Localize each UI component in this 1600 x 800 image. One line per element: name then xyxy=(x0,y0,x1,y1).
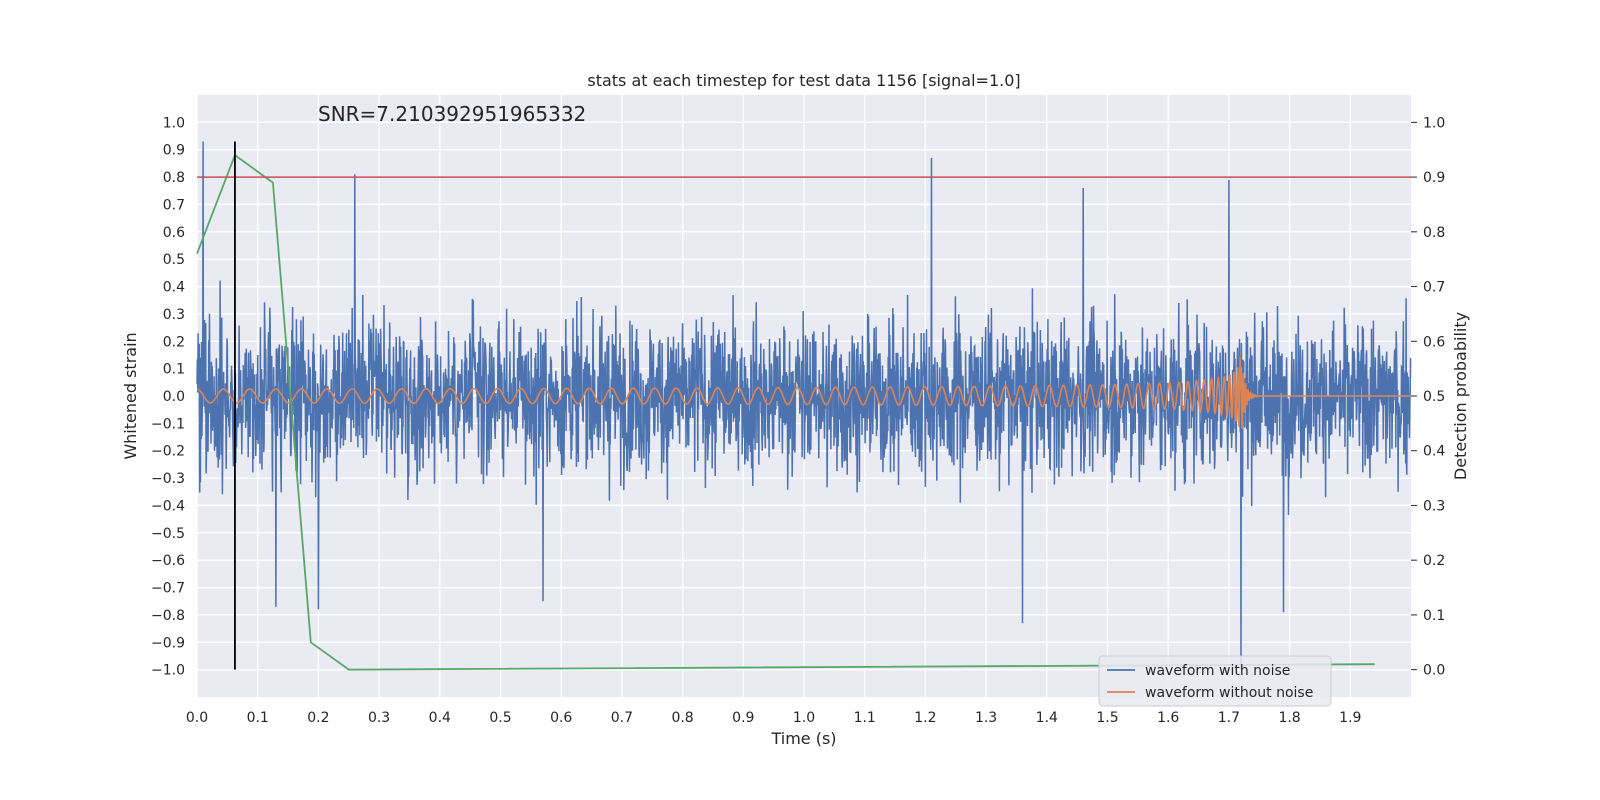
x-axis-ticks: 0.0 0.1 0.2 0.3 0.4 0.5 0.6 0.7 0.8 0.9 1.0 1.1 1.2 1… xyxy=(186,710,1362,726)
y2-tick-label: 0.5 xyxy=(1423,389,1445,405)
x-tick-label: 0.5 xyxy=(489,710,511,726)
y2-axis-ticks: 1.0 0.9 0.8 0.7 0.6 0.5 0.4 0.3 0.2 0.1 0.0 xyxy=(1411,115,1445,679)
series-detection-probability xyxy=(196,153,1375,671)
y2-tick-label: 0.8 xyxy=(1423,225,1445,241)
x-tick-label: 0.6 xyxy=(550,710,572,726)
y2-tick-label: 0.0 xyxy=(1423,663,1445,679)
y-tick-label: 0.8 xyxy=(163,170,185,186)
y-tick-label: −0.7 xyxy=(151,581,185,597)
x-tick-label: 1.8 xyxy=(1278,710,1300,726)
y2-tick-label: 0.9 xyxy=(1423,170,1445,186)
series-layer xyxy=(196,141,1412,671)
y2-tick-label: 0.2 xyxy=(1423,553,1445,569)
x-tick-label: 0.4 xyxy=(429,710,451,726)
y-tick-label: −0.8 xyxy=(151,608,185,624)
y2-tick-label: 1.0 xyxy=(1423,115,1445,131)
legend-box xyxy=(1098,655,1332,707)
y-tick-label: −0.2 xyxy=(151,444,185,460)
y-axis-label: Whitened strain xyxy=(121,332,140,459)
chart-title: stats at each timestep for test data 115… xyxy=(587,71,1020,90)
y-tick-label: −0.4 xyxy=(151,498,185,514)
y2-axis-label: Detection probability xyxy=(1451,312,1470,480)
y-tick-label: 1.0 xyxy=(163,115,185,131)
y-tick-label: −1.0 xyxy=(151,663,185,679)
y-tick-label: 0.3 xyxy=(163,307,185,323)
y-tick-label: 0.0 xyxy=(163,389,185,405)
x-tick-label: 1.3 xyxy=(975,710,997,726)
series-waveform-without-noise xyxy=(197,356,1411,430)
x-tick-label: 0.9 xyxy=(732,710,754,726)
y-tick-label: −0.6 xyxy=(151,553,185,569)
legend-label: waveform with noise xyxy=(1145,663,1290,679)
x-tick-label: 0.7 xyxy=(611,710,633,726)
y2-tick-label: 0.1 xyxy=(1423,608,1445,624)
x-tick-label: 1.7 xyxy=(1218,710,1240,726)
x-tick-label: 1.6 xyxy=(1157,710,1179,726)
y-tick-label: 0.4 xyxy=(163,280,185,296)
x-tick-label: 0.0 xyxy=(186,710,208,726)
y2-tick-label: 0.6 xyxy=(1423,334,1445,350)
x-tick-label: 1.9 xyxy=(1339,710,1361,726)
x-tick-label: 0.2 xyxy=(307,710,329,726)
legend: waveform with noise waveform without nois… xyxy=(1098,655,1332,707)
x-tick-label: 1.2 xyxy=(914,710,936,726)
x-tick-label: 1.5 xyxy=(1096,710,1118,726)
x-axis-label: Time (s) xyxy=(770,729,836,748)
y-tick-label: 0.9 xyxy=(163,143,185,159)
y-tick-label: 0.6 xyxy=(163,225,185,241)
x-tick-label: 0.1 xyxy=(247,710,269,726)
y-tick-label: 0.7 xyxy=(163,197,185,213)
y2-tick-label: 0.3 xyxy=(1423,498,1445,514)
legend-label: waveform without noise xyxy=(1145,685,1313,701)
y-tick-label: −0.1 xyxy=(151,416,185,432)
y2-tick-label: 0.7 xyxy=(1423,280,1445,296)
snr-annotation: SNR=7.210392951965332 xyxy=(318,102,586,126)
y-tick-label: −0.9 xyxy=(151,635,185,651)
x-tick-label: 0.3 xyxy=(368,710,390,726)
series-waveform-with-noise xyxy=(196,141,1412,670)
x-tick-label: 0.8 xyxy=(671,710,693,726)
x-tick-label: 1.0 xyxy=(793,710,815,726)
y-tick-label: −0.5 xyxy=(151,526,185,542)
y-tick-label: −0.3 xyxy=(151,471,185,487)
y-tick-label: 0.2 xyxy=(163,334,185,350)
y-tick-label: 0.5 xyxy=(163,252,185,268)
y-tick-label: 0.1 xyxy=(163,362,185,378)
x-tick-label: 1.1 xyxy=(854,710,876,726)
x-tick-label: 1.4 xyxy=(1036,710,1058,726)
y2-tick-label: 0.4 xyxy=(1423,444,1445,460)
y-axis-ticks: 1.0 0.9 0.8 0.7 0.6 0.5 0.4 0.3 0.2 0.1 0.0 −0.1 −0.… xyxy=(151,115,185,678)
